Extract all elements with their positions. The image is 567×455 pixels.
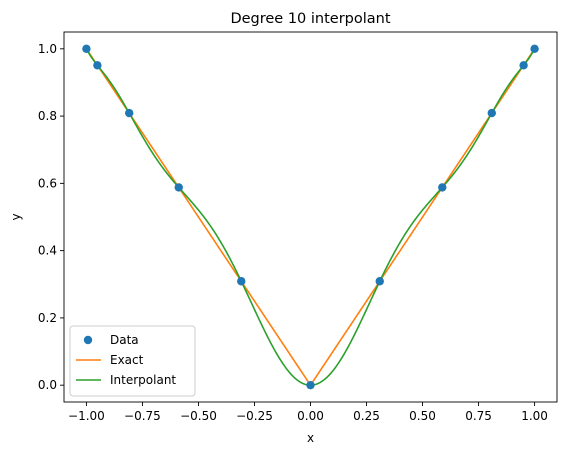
y-tick-label: 0.4: [38, 244, 57, 258]
data-point: [306, 380, 315, 390]
x-tick-label: −1.00: [68, 409, 105, 423]
data-point: [93, 61, 102, 70]
data-point: [82, 44, 91, 54]
data-point: [125, 108, 134, 118]
y-axis: 0.0 0.2 0.4 0.6 0.8 1.0: [38, 42, 64, 392]
x-tick-label: −0.50: [180, 409, 217, 423]
legend-marker-data: [83, 335, 93, 345]
data-point: [375, 277, 384, 286]
data-point: [438, 183, 447, 192]
x-axis-label: x: [307, 431, 314, 445]
x-tick-label: −0.25: [236, 409, 273, 423]
y-axis-label: y: [9, 213, 23, 220]
y-tick-label: 0.2: [38, 311, 57, 325]
x-tick-label: 0.50: [409, 409, 436, 423]
x-tick-label: 0.25: [353, 409, 380, 423]
x-axis: −1.00 −0.75 −0.50 −0.25 0.00 0.25 0.50 0.75 1.00: [68, 402, 548, 423]
legend: Data Exact Interpolant: [69, 325, 196, 397]
y-tick-label: 1.0: [38, 42, 57, 56]
data-point: [487, 108, 496, 118]
data-point: [519, 61, 528, 70]
x-tick-label: −0.75: [124, 409, 161, 423]
legend-label: Data: [110, 333, 139, 347]
x-tick-label: 0.75: [465, 409, 492, 423]
data-point: [174, 183, 183, 192]
x-tick-label: 1.00: [521, 409, 548, 423]
legend-label: Exact: [110, 353, 144, 367]
chart-title: Degree 10 interpolant: [230, 11, 390, 27]
data-point: [237, 277, 246, 286]
legend-box: [69, 325, 196, 397]
legend-label: Interpolant: [110, 373, 176, 387]
y-tick-label: 0.6: [38, 176, 57, 190]
x-tick-label: 0.00: [297, 409, 324, 423]
y-tick-label: 0.0: [38, 378, 57, 392]
y-tick-label: 0.8: [38, 109, 57, 123]
data-point: [530, 44, 539, 54]
